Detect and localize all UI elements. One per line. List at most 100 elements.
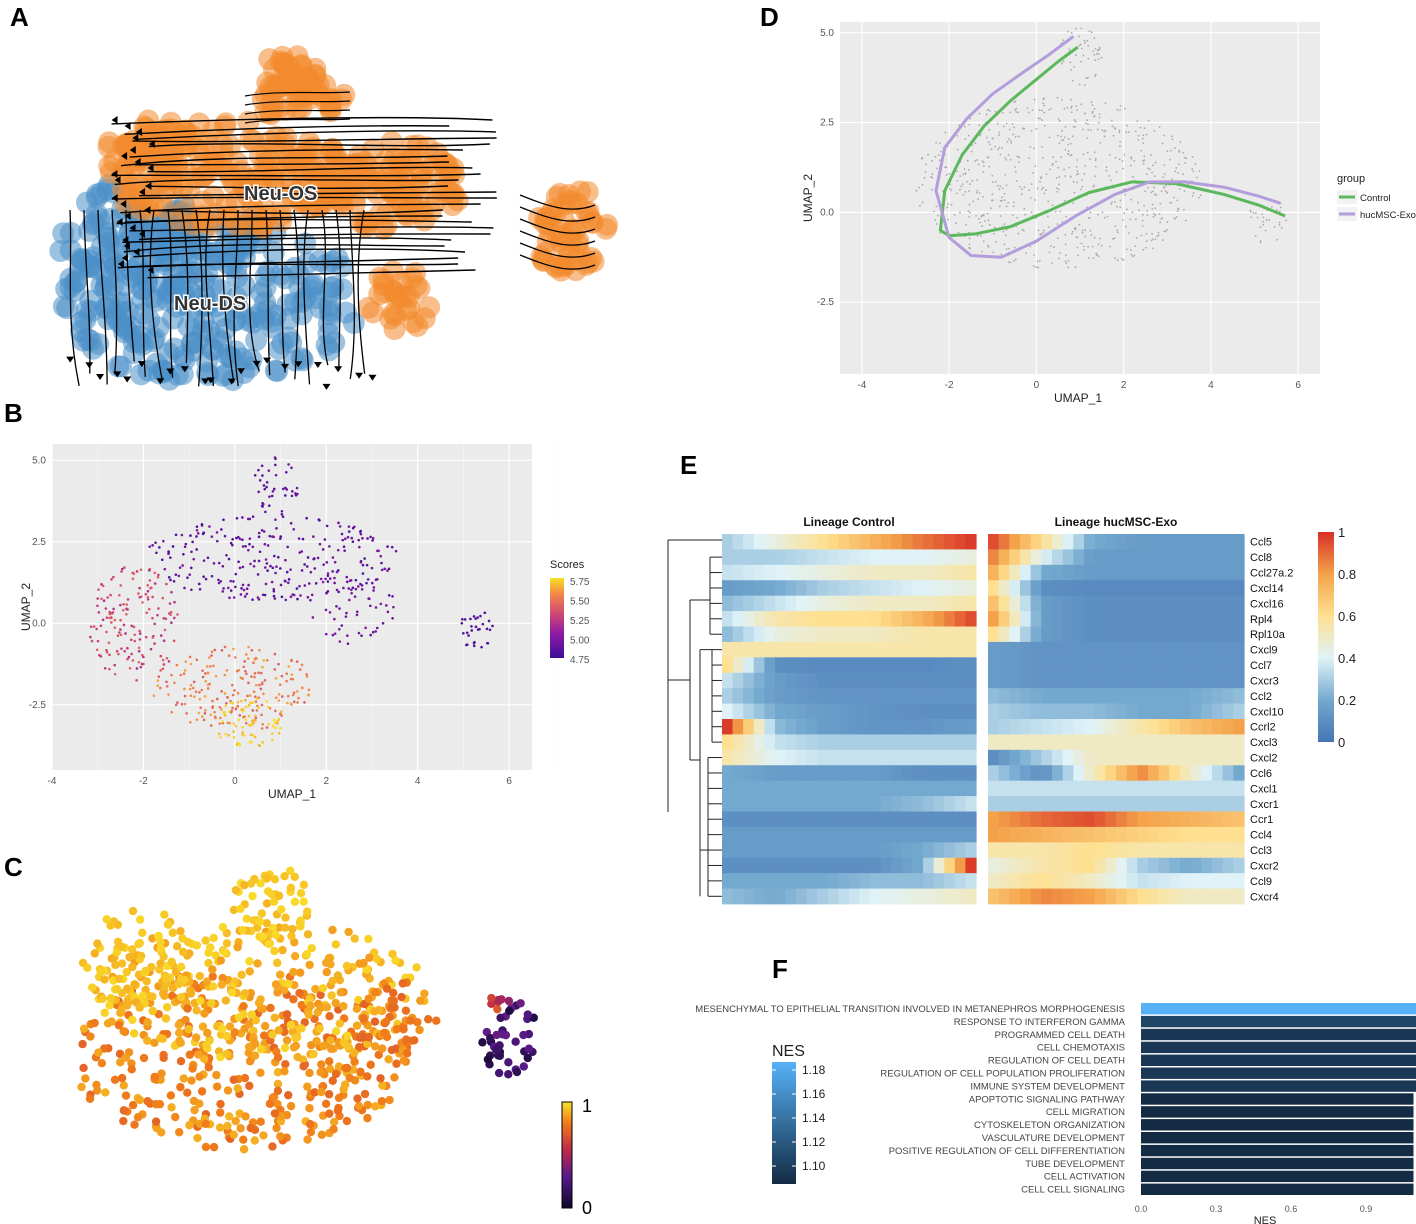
score-point bbox=[123, 566, 126, 569]
panel-c-colorbar-max: 1 bbox=[582, 1096, 592, 1116]
cell-point bbox=[1021, 188, 1024, 191]
cell-point bbox=[1084, 42, 1086, 44]
score-point bbox=[193, 695, 196, 698]
heatmap-cell-treatment bbox=[988, 826, 1000, 843]
heatmap-cell-treatment bbox=[1180, 765, 1192, 782]
expression-point bbox=[160, 910, 169, 919]
expression-point bbox=[192, 1006, 201, 1015]
neu-os-cell bbox=[98, 131, 121, 154]
pathway-label: CELL MIGRATION bbox=[1046, 1107, 1125, 1118]
score-point bbox=[263, 542, 267, 546]
expression-point bbox=[209, 1142, 219, 1152]
heatmap-cell-treatment bbox=[988, 734, 1000, 751]
panel-b-ylabel: UMAP_2 bbox=[19, 583, 33, 631]
cell-point bbox=[1023, 186, 1026, 189]
cell-point bbox=[1123, 212, 1126, 215]
cell-point bbox=[967, 168, 970, 171]
heatmap-cell-treatment bbox=[1158, 888, 1170, 905]
heatmap-cell-control bbox=[912, 719, 924, 735]
heatmap-cell-control bbox=[880, 641, 892, 658]
heatmap-cell-control bbox=[901, 734, 914, 751]
cell-point bbox=[1028, 157, 1030, 160]
score-point bbox=[112, 607, 115, 611]
expression-point bbox=[142, 977, 151, 986]
cell-point bbox=[1174, 147, 1177, 150]
expression-point bbox=[147, 962, 156, 972]
heatmap-cell-treatment bbox=[1222, 595, 1234, 612]
score-point bbox=[172, 579, 176, 583]
heatmap-cell-control bbox=[817, 534, 829, 550]
streamline bbox=[148, 143, 490, 148]
score-point bbox=[268, 534, 272, 538]
cell-point bbox=[961, 183, 964, 186]
cell-point bbox=[1177, 171, 1179, 174]
heatmap-cell-treatment bbox=[1030, 672, 1042, 689]
score-point bbox=[146, 589, 150, 593]
cell-point bbox=[947, 203, 950, 206]
heatmap-cell-treatment bbox=[998, 657, 1010, 674]
heatmap-cell-control bbox=[880, 796, 892, 812]
expression-point bbox=[171, 967, 181, 977]
heatmap-cell-treatment bbox=[1158, 672, 1170, 689]
heatmap-cell-control bbox=[827, 719, 840, 735]
heatmap-cell-treatment bbox=[1169, 826, 1181, 843]
expression-point bbox=[129, 1029, 139, 1038]
heatmap-cell-treatment bbox=[1148, 826, 1160, 843]
heatmap-cell-control bbox=[912, 826, 924, 843]
expression-point bbox=[250, 1136, 260, 1145]
heatmap-cell-treatment bbox=[1126, 703, 1138, 720]
cell-point bbox=[1143, 159, 1146, 162]
heatmap-cell-treatment bbox=[1020, 611, 1032, 627]
heatmap-cell-treatment bbox=[988, 703, 1000, 720]
heatmap-cell-control bbox=[901, 719, 914, 735]
expression-point bbox=[309, 1049, 318, 1059]
heatmap-cell-treatment bbox=[1105, 595, 1117, 612]
heatmap-cell-treatment bbox=[1052, 549, 1064, 566]
score-point bbox=[333, 560, 337, 564]
cell-point bbox=[959, 188, 961, 191]
heatmap-cell-treatment bbox=[998, 734, 1010, 751]
streamline bbox=[111, 196, 497, 200]
expression-point bbox=[240, 881, 249, 890]
expression-point bbox=[225, 1022, 235, 1031]
cell-point bbox=[1199, 194, 1202, 197]
cell-point bbox=[1119, 145, 1121, 147]
heatmap-cell-control bbox=[796, 626, 808, 643]
heatmap-cell-control bbox=[806, 780, 818, 797]
heatmap-cell-treatment bbox=[998, 641, 1010, 658]
heatmap-cell-treatment bbox=[1148, 580, 1160, 597]
expression-point bbox=[240, 989, 250, 998]
score-point bbox=[224, 704, 228, 708]
streamline-arrow bbox=[201, 378, 210, 385]
heatmap-cell-control bbox=[859, 549, 871, 566]
heatmap-cell-control bbox=[849, 595, 861, 612]
heatmap-cell-control bbox=[912, 549, 924, 566]
score-point bbox=[225, 553, 228, 557]
heatmap-cell-treatment bbox=[1137, 826, 1149, 843]
heatmap-cell-treatment bbox=[1190, 765, 1202, 782]
heatmap-cell-treatment bbox=[1190, 672, 1202, 689]
expression-point bbox=[342, 961, 352, 971]
score-point bbox=[110, 621, 113, 624]
cell-point bbox=[934, 218, 937, 221]
neu-os-cell bbox=[129, 198, 152, 221]
heatmap-cell-treatment bbox=[1030, 826, 1042, 843]
heatmap-cell-treatment bbox=[1041, 749, 1053, 766]
heatmap-cell-treatment bbox=[1073, 672, 1085, 689]
expression-point bbox=[365, 953, 374, 962]
score-point bbox=[248, 694, 252, 697]
expression-point bbox=[286, 866, 295, 875]
score-point bbox=[131, 659, 135, 662]
expression-point bbox=[512, 1067, 522, 1077]
score-point bbox=[295, 690, 299, 693]
score-point bbox=[260, 528, 264, 532]
heatmap-cell-control bbox=[774, 765, 787, 782]
cell-point bbox=[1002, 230, 1005, 233]
x-tick-label: -2 bbox=[945, 380, 954, 391]
streamline-arrow bbox=[66, 356, 75, 363]
score-point bbox=[153, 582, 157, 585]
heatmap-cell-control bbox=[753, 657, 765, 674]
streamline-arrow bbox=[144, 206, 151, 214]
heatmap-cell-control bbox=[954, 595, 967, 612]
heatmap-cell-control bbox=[732, 626, 744, 643]
